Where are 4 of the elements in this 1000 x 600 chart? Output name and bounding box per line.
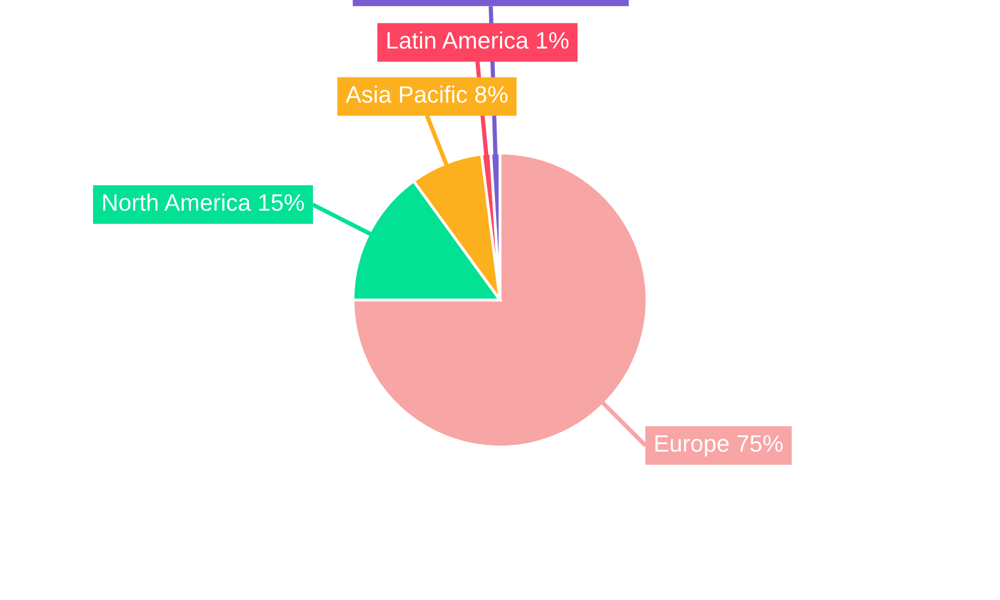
slice-label: North America 15% — [103, 194, 304, 211]
slice-label: Asia Pacific 8% — [346, 85, 508, 103]
slice-label: Europe 75% — [655, 435, 783, 457]
slice-label: Latin America 1% — [388, 31, 568, 49]
